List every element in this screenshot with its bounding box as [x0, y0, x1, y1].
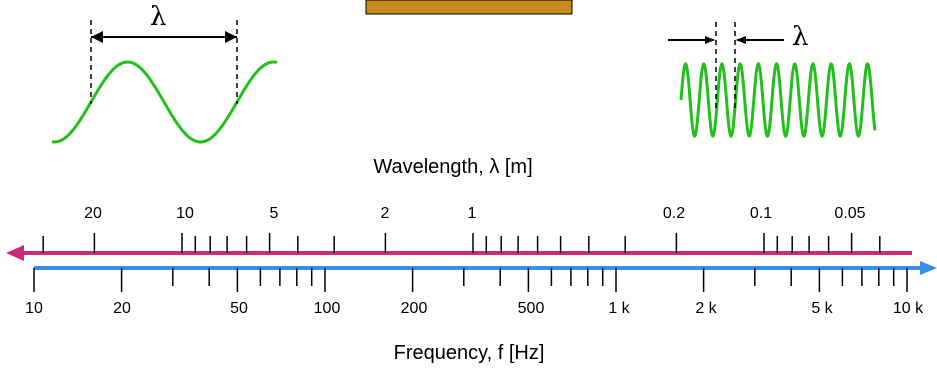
wavelength-label-0.2: 0.2	[662, 205, 686, 222]
frequency-label-100: 100	[313, 300, 341, 317]
frequency-label-200: 200	[400, 300, 428, 317]
wavelength-label-2: 2	[380, 205, 390, 222]
frequency-label-1k: 1 k	[608, 300, 630, 317]
long-wave-curve	[51, 60, 278, 144]
frequency-label-2k: 2 k	[695, 300, 717, 317]
wavelength-label-1: 1	[467, 205, 477, 222]
wavelength-label-20: 20	[84, 205, 102, 222]
frequency-label-10: 10	[25, 300, 43, 317]
lambda-long-label: λ	[150, 2, 167, 32]
frequency-axis-arrowhead	[920, 261, 937, 275]
span-arrowhead-right	[225, 31, 237, 43]
wavelength-axis-ticks	[42, 233, 881, 253]
frequency-axis-title: Frequency, f [Hz]	[393, 342, 545, 364]
frequency-label-500: 500	[517, 300, 545, 317]
wavelength-label-0.05: 0.05	[834, 205, 866, 222]
top-banner-shape	[365, 0, 573, 15]
wavelength-label-5: 5	[269, 205, 279, 222]
wavelength-axis-arrowhead	[6, 245, 24, 261]
frequency-label-50: 50	[230, 300, 248, 317]
wavelength-label-10: 10	[176, 205, 194, 222]
wavelength-label-0.1: 0.1	[749, 205, 773, 222]
frequency-label-5k: 5 k	[811, 300, 833, 317]
frequency-axis-ticks	[33, 268, 908, 292]
span-arrowhead-left	[91, 31, 103, 43]
lambda-short-label: λ	[792, 22, 809, 52]
short-wave-curve	[679, 61, 877, 139]
wavelength-axis-title: Wavelength, λ [m]	[373, 156, 533, 178]
frequency-label-10k: 10 k	[892, 300, 924, 317]
frequency-label-20: 20	[113, 300, 131, 317]
